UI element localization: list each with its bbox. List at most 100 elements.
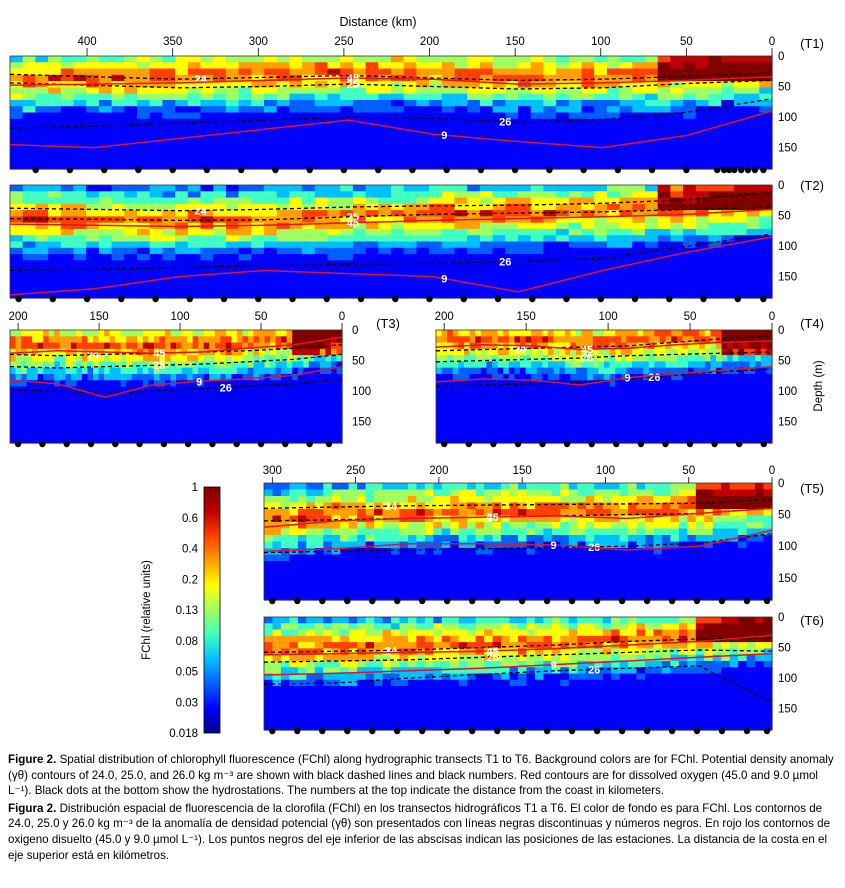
heatmap-cell [225,143,240,151]
heatmap-cell [391,87,405,95]
heatmap-cell [683,235,697,243]
heatmap-cell [492,150,506,158]
heatmap-cell [759,216,773,224]
heatmap-cell [264,272,278,280]
heatmap-cell [391,285,405,293]
heatmap-cell [671,330,678,337]
heatmap-cell [637,411,644,419]
heatmap-cell [458,535,468,543]
heatmap-cell [181,430,188,438]
heatmap-cell [492,93,506,101]
heatmap-cell [297,502,307,510]
heatmap-cell [704,436,711,444]
heatmap-cell [48,56,62,63]
heatmap-cell [542,424,549,432]
heatmap-cell [251,266,265,274]
heatmap-cell [98,436,105,444]
heatmap-cell [236,424,243,432]
heatmap-cell [93,411,100,419]
heatmap-cell [302,279,316,287]
heatmap-cell [308,417,315,425]
heatmap-cell [594,56,608,63]
heatmap-cell [570,373,577,381]
heatmap-cell [766,367,773,375]
heatmap-cell [330,392,338,400]
heatmap-cell [303,399,310,406]
heatmap-cell [225,235,240,243]
heatmap-cell [693,436,700,444]
heatmap-cell [137,62,151,70]
heatmap-cell [251,241,265,249]
heatmap-cell [520,405,527,413]
heatmap-cell [303,436,310,444]
heatmap-cell [564,336,571,344]
station-dot [15,295,22,303]
heatmap-cell [382,580,392,588]
heatmap-cell [162,266,176,274]
heatmap-cell [592,355,599,362]
heatmap-cell [225,62,240,70]
heatmap-cell [436,336,443,344]
heatmap-cell [458,587,468,595]
heatmap-cell [454,112,468,120]
heatmap-cell [319,386,326,394]
heatmap-cell [357,574,367,582]
heatmap-cell [766,399,773,406]
heatmap-cell [676,411,683,419]
heatmap-cell [543,56,557,63]
heatmap-cell [665,386,672,394]
heatmap-cell [104,399,111,406]
heatmap-cell [87,373,94,381]
heatmap-cell [319,361,326,369]
heatmap-cell [15,361,22,369]
heatmap-cell [281,405,288,413]
heatmap-cell [626,330,633,337]
heatmap-cell [303,386,310,394]
heatmap-cell [10,430,17,438]
heatmap-cell [87,424,94,432]
heatmap-cell [302,156,316,164]
heatmap-cell [467,87,481,95]
heatmap-cell [73,156,87,164]
heatmap-cell [327,162,341,170]
heatmap-cell [272,509,282,517]
heatmap-cell [43,405,50,413]
heatmap-cell [98,355,105,362]
station-dot [760,295,767,303]
heatmap-cell [225,137,240,145]
heatmap-cell [467,580,477,588]
heatmap-cell [559,392,566,400]
heatmap-cell [213,143,227,151]
heatmap-cell [111,137,125,145]
heatmap-cell [357,522,367,530]
heatmap-cell [657,118,671,126]
heatmap-cell [348,548,358,556]
heatmap-cell [264,330,271,337]
heatmap-cell [429,125,443,132]
heatmap-cell [454,291,468,299]
heatmap-cell [164,342,172,350]
distance-tick-label: 300 [249,36,268,48]
heatmap-cell [231,330,238,337]
heatmap-cell [275,373,282,381]
heatmap-cell [454,241,468,249]
heatmap-cell [251,74,265,82]
heatmap-cell [682,424,689,432]
heatmap-cell [213,106,227,114]
heatmap-cell [581,247,595,255]
heatmap-cell [48,93,62,101]
heatmap-cell [475,411,482,419]
heatmap-cell [598,399,605,406]
heatmap-cell [716,436,723,444]
heatmap-cell [467,483,477,491]
heatmap-cell [594,62,608,70]
heatmap-cell [162,228,176,236]
depth-tick-label: 50 [778,211,791,223]
heatmap-cell [270,392,277,400]
heatmap-cell [508,367,515,375]
heatmap-cell [115,367,122,375]
heatmap-cell [441,399,448,406]
heatmap-cell [683,81,697,88]
heatmap-cell [297,528,307,536]
heatmap-cell [581,99,595,107]
